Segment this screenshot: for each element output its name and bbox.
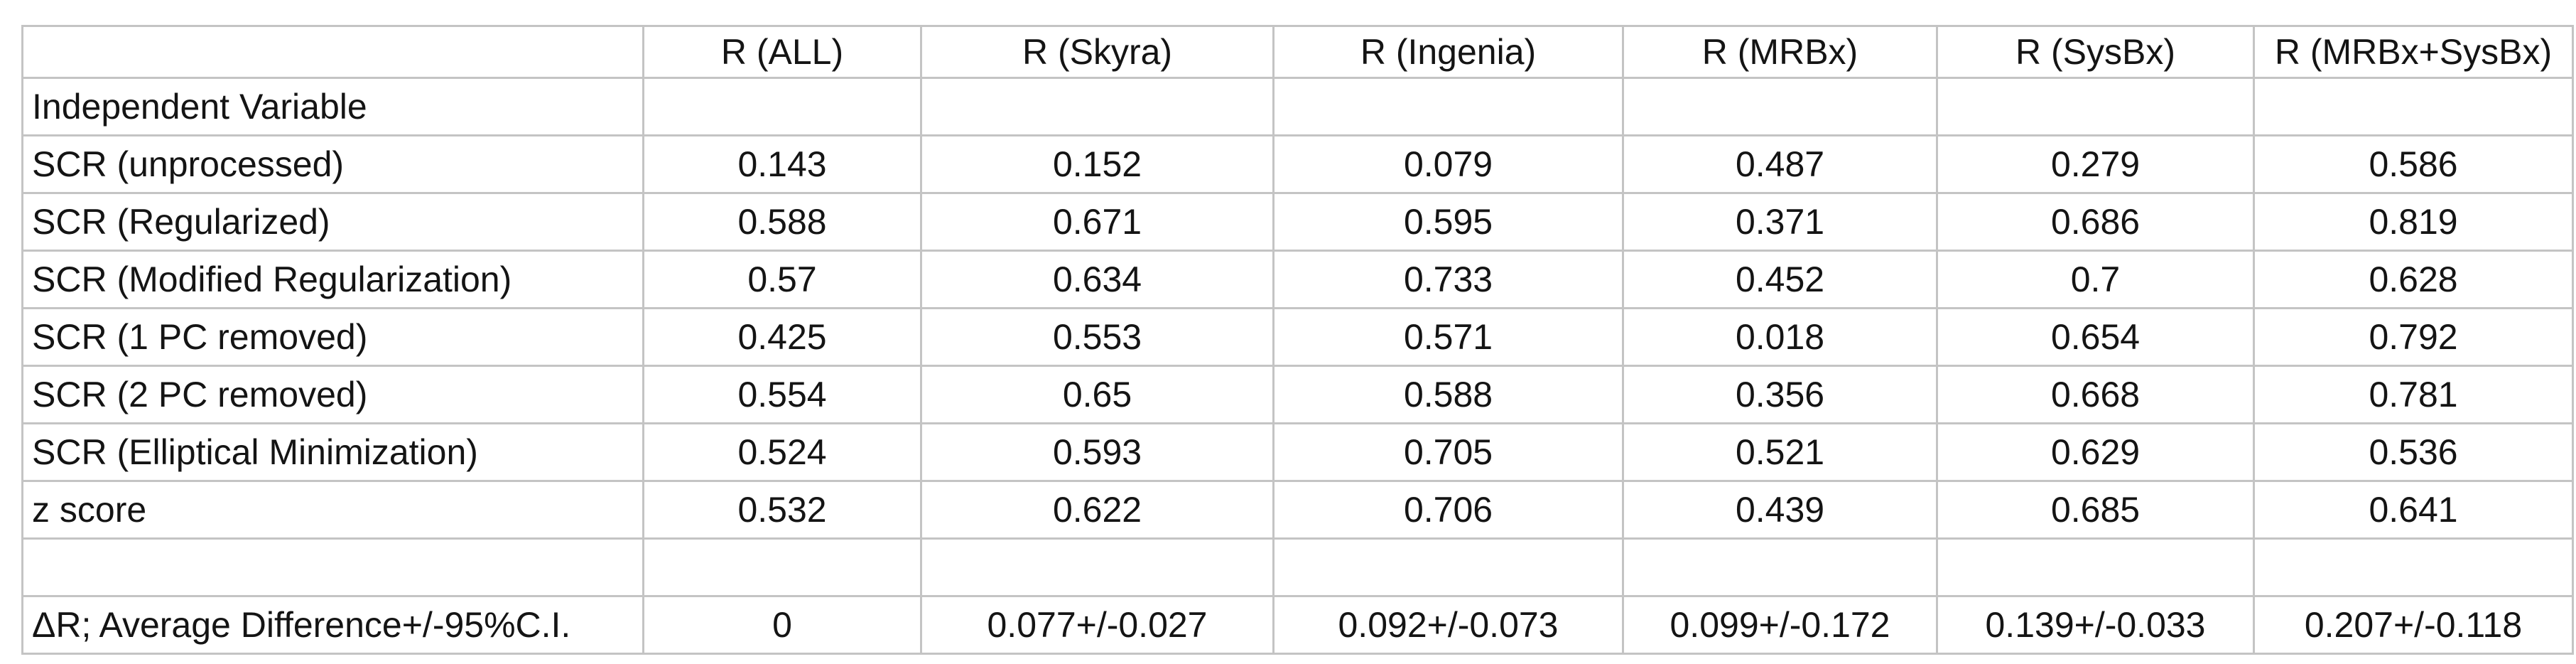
table-cell: 0.654 — [1936, 307, 2255, 367]
row-label: Independent Variable — [21, 77, 644, 136]
table-cell: 0.57 — [642, 250, 922, 309]
table-row: SCR (1 PC removed) 0.425 0.553 0.571 0.0… — [21, 307, 2574, 367]
row-label: SCR (1 PC removed) — [21, 307, 644, 367]
row-label: SCR (Modified Regularization) — [21, 250, 644, 309]
table-cell: 0.685 — [1936, 480, 2255, 540]
table-cell: 0.588 — [642, 192, 922, 252]
table-cell — [2253, 77, 2574, 136]
row-label: z score — [21, 480, 644, 540]
table-cell: 0.425 — [642, 307, 922, 367]
table-row: SCR (Regularized) 0.588 0.671 0.595 0.37… — [21, 192, 2574, 252]
table-body: Independent Variable SCR (unprocessed) 0… — [21, 77, 2574, 655]
table-cell: 0.139+/-0.033 — [1936, 595, 2255, 655]
table-cell: 0.356 — [1622, 365, 1938, 424]
table-cell: 0.452 — [1622, 250, 1938, 309]
correlation-results-table: R (ALL) R (Skyra) R (Ingenia) R (MRBx) R… — [21, 25, 2574, 655]
header-cell-r-skyra: R (Skyra) — [920, 25, 1275, 79]
table-cell — [1936, 77, 2255, 136]
table-cell: 0.781 — [2253, 365, 2574, 424]
header-cell-r-ingenia: R (Ingenia) — [1272, 25, 1624, 79]
table-row: z score 0.532 0.622 0.706 0.439 0.685 0.… — [21, 480, 2574, 540]
table-cell: 0.7 — [1936, 250, 2255, 309]
table-row: SCR (Modified Regularization) 0.57 0.634… — [21, 250, 2574, 309]
table-cell: 0.092+/-0.073 — [1272, 595, 1624, 655]
table-row: SCR (Elliptical Minimization) 0.524 0.59… — [21, 422, 2574, 482]
table-cell: 0.018 — [1622, 307, 1938, 367]
table-row: SCR (unprocessed) 0.143 0.152 0.079 0.48… — [21, 134, 2574, 194]
table-cell — [1272, 77, 1624, 136]
table-cell — [642, 537, 922, 597]
table-cell: 0.819 — [2253, 192, 2574, 252]
table-cell: 0.628 — [2253, 250, 2574, 309]
table-cell: 0.705 — [1272, 422, 1624, 482]
table-cell: 0.65 — [920, 365, 1275, 424]
row-label: SCR (2 PC removed) — [21, 365, 644, 424]
header-cell-r-mrbx-sysbx: R (MRBx+SysBx) — [2253, 25, 2574, 79]
table-cell: 0.207+/-0.118 — [2253, 595, 2574, 655]
table-cell: 0.553 — [920, 307, 1275, 367]
row-label — [21, 537, 644, 597]
table-cell: 0.487 — [1622, 134, 1938, 194]
table-cell: 0.595 — [1272, 192, 1624, 252]
table-cell — [1272, 537, 1624, 597]
table-cell: 0.439 — [1622, 480, 1938, 540]
table-cell: 0.554 — [642, 365, 922, 424]
table-cell: 0.521 — [1622, 422, 1938, 482]
table-cell — [920, 77, 1275, 136]
table-cell: 0.279 — [1936, 134, 2255, 194]
table-row — [21, 537, 2574, 597]
table-cell — [642, 77, 922, 136]
table-cell: 0.629 — [1936, 422, 2255, 482]
row-label: SCR (Regularized) — [21, 192, 644, 252]
table-cell: 0.733 — [1272, 250, 1624, 309]
table-cell: 0.641 — [2253, 480, 2574, 540]
table-cell — [1936, 537, 2255, 597]
row-label: SCR (Elliptical Minimization) — [21, 422, 644, 482]
table-cell: 0.706 — [1272, 480, 1624, 540]
table-cell: 0.371 — [1622, 192, 1938, 252]
table-row: SCR (2 PC removed) 0.554 0.65 0.588 0.35… — [21, 365, 2574, 424]
table-row: ΔR; Average Difference+/-95%C.I. 0 0.077… — [21, 595, 2574, 655]
table-cell: 0.152 — [920, 134, 1275, 194]
table-cell: 0.586 — [2253, 134, 2574, 194]
table-cell: 0.634 — [920, 250, 1275, 309]
table-cell — [1622, 537, 1938, 597]
table-row: Independent Variable — [21, 77, 2574, 136]
table-cell: 0 — [642, 595, 922, 655]
header-cell-r-all: R (ALL) — [642, 25, 922, 79]
table-cell: 0.593 — [920, 422, 1275, 482]
table-cell: 0.099+/-0.172 — [1622, 595, 1938, 655]
table-cell: 0.077+/-0.027 — [920, 595, 1275, 655]
table-cell: 0.079 — [1272, 134, 1624, 194]
table-cell: 0.536 — [2253, 422, 2574, 482]
table-cell: 0.686 — [1936, 192, 2255, 252]
table-cell: 0.532 — [642, 480, 922, 540]
header-cell-r-mrbx: R (MRBx) — [1622, 25, 1938, 79]
table-cell: 0.792 — [2253, 307, 2574, 367]
table-cell: 0.671 — [920, 192, 1275, 252]
header-cell-blank — [21, 25, 644, 79]
header-cell-r-sysbx: R (SysBx) — [1936, 25, 2255, 79]
table-cell: 0.143 — [642, 134, 922, 194]
table-cell: 0.622 — [920, 480, 1275, 540]
table-cell — [1622, 77, 1938, 136]
row-label: SCR (unprocessed) — [21, 134, 644, 194]
table-cell: 0.588 — [1272, 365, 1624, 424]
table-cell: 0.668 — [1936, 365, 2255, 424]
table-cell — [2253, 537, 2574, 597]
table-cell: 0.571 — [1272, 307, 1624, 367]
header-row: R (ALL) R (Skyra) R (Ingenia) R (MRBx) R… — [21, 25, 2574, 79]
table-cell: 0.524 — [642, 422, 922, 482]
row-label: ΔR; Average Difference+/-95%C.I. — [21, 595, 644, 655]
table-cell — [920, 537, 1275, 597]
